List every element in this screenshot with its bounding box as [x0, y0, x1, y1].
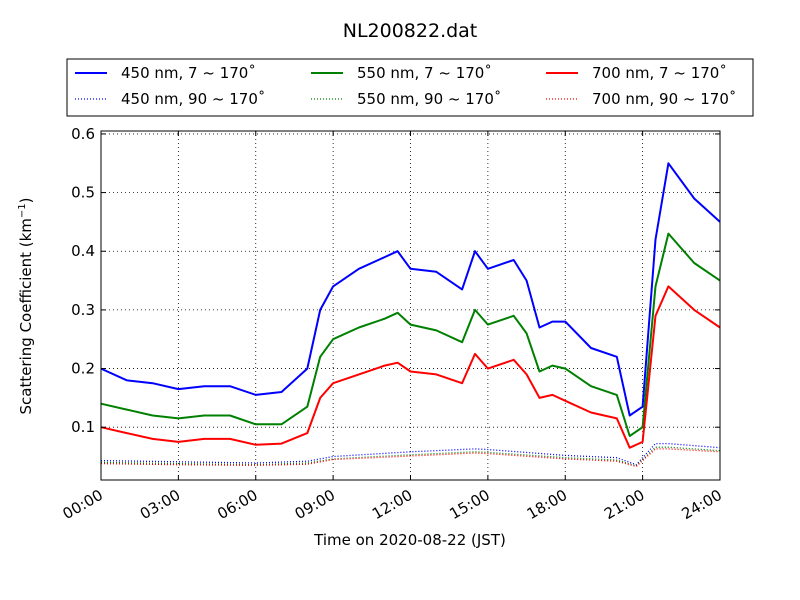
y-tick-label: 0.4 [71, 242, 95, 260]
x-tick-label: 24:00 [679, 486, 725, 523]
axis-ticks [100, 131, 721, 480]
series-line-5 [100, 446, 721, 467]
y-axis-label-close: ) [17, 197, 35, 203]
legend-label-3: 700 nm, 7 ~ 170˚ [592, 64, 727, 82]
x-tick-label: 12:00 [369, 486, 415, 523]
series-line-6 [100, 448, 721, 468]
y-tick-labels: 0.1 0.2 0.3 0.4 0.5 0.6 [71, 125, 95, 436]
chart-title: NL200822.dat [343, 20, 478, 42]
legend-box [66, 58, 754, 117]
x-axis-label: Time on 2020-08-22 (JST) [313, 531, 506, 549]
x-tick-labels: 00:00 03:00 06:00 09:00 12:00 15:00 18:00 21:00… [60, 486, 725, 523]
series-line-2 [100, 232, 721, 437]
legend-label-5: 550 nm, 90 ~ 170˚ [357, 90, 501, 108]
series-line-3 [100, 285, 721, 449]
legend-label-2: 550 nm, 7 ~ 170˚ [357, 64, 492, 82]
y-axis-label-text: Scattering Coefficient (km [17, 218, 35, 414]
x-tick-label: 03:00 [137, 486, 183, 523]
series-layer [100, 162, 721, 468]
x-tick-label: 21:00 [601, 486, 647, 523]
y-axis-label: Scattering Coefficient (km−1) [17, 197, 35, 414]
y-axis-label-sup: −1 [17, 203, 28, 218]
series-line-4 [100, 442, 721, 466]
y-tick-label: 0.1 [71, 418, 95, 436]
x-tick-label: 06:00 [214, 486, 260, 523]
x-tick-label: 18:00 [524, 486, 570, 523]
x-tick-label: 15:00 [446, 486, 492, 523]
y-tick-label: 0.5 [71, 184, 95, 202]
x-tick-label: 09:00 [292, 486, 338, 523]
legend: 450 nm, 7 ~ 170˚ 550 nm, 7 ~ 170˚ 700 nm, … [66, 58, 754, 117]
legend-label-1: 450 nm, 7 ~ 170˚ [121, 64, 256, 82]
legend-label-4: 450 nm, 90 ~ 170˚ [121, 90, 265, 108]
y-tick-label: 0.6 [71, 125, 95, 143]
y-tick-label: 0.2 [71, 360, 95, 378]
plot-background [101, 131, 720, 480]
plot-area [101, 131, 720, 480]
y-tick-label: 0.3 [71, 301, 95, 319]
legend-label-6: 700 nm, 90 ~ 170˚ [592, 90, 736, 108]
x-tick-label: 00:00 [60, 486, 106, 523]
series-line-1 [100, 162, 721, 417]
